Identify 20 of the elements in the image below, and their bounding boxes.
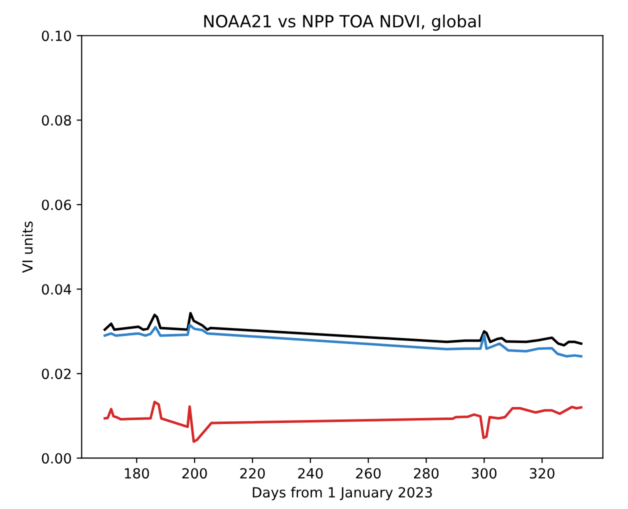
x-tick-label: 220 bbox=[240, 468, 265, 479]
x-tick-label: 260 bbox=[356, 468, 381, 479]
line-series bbox=[104, 324, 582, 358]
y-tick-label: 0.04 bbox=[42, 284, 72, 295]
x-axis-title: Days from 1 January 2023 bbox=[252, 486, 432, 500]
y-tick-label: 0.06 bbox=[42, 200, 72, 210]
x-tick-label: 280 bbox=[414, 468, 439, 479]
x-tick-label: 180 bbox=[124, 468, 149, 479]
y-tick-label: 0.08 bbox=[42, 115, 71, 126]
y-tick-label: 0.02 bbox=[42, 368, 71, 380]
line-series bbox=[104, 400, 582, 443]
x-tick-label: 300 bbox=[472, 468, 496, 479]
x-tick-label: 240 bbox=[298, 468, 323, 479]
x-tick-label: 320 bbox=[530, 468, 554, 479]
x-tick-label: 200 bbox=[182, 468, 207, 479]
chart-title: NOAA21 vs NPP TOA NDVI, global bbox=[204, 14, 480, 31]
y-tick-label: 0.00 bbox=[42, 453, 71, 464]
y-axis-title: VI units bbox=[22, 221, 33, 273]
line-series bbox=[104, 312, 582, 347]
y-tick-label: 0.10 bbox=[42, 30, 71, 42]
